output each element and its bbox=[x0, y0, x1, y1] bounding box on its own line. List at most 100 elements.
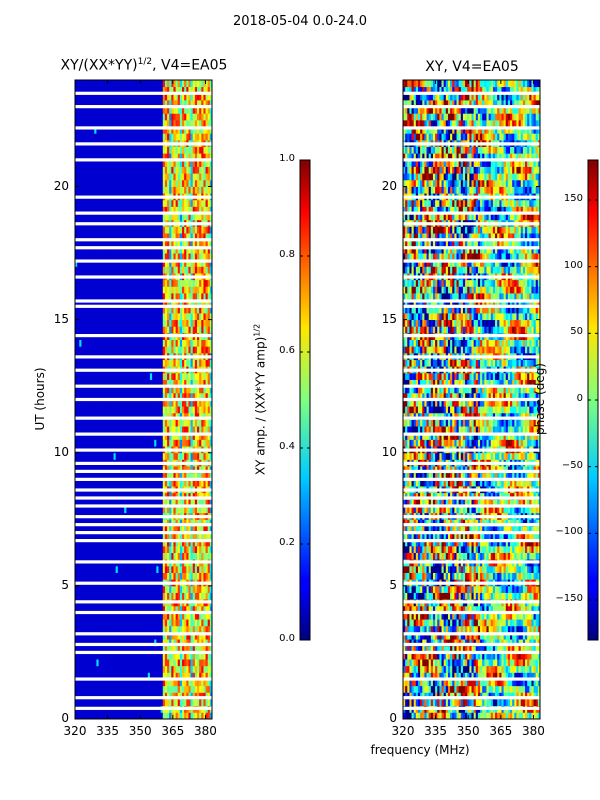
heatmap-cell bbox=[92, 619, 95, 627]
heatmap-cell bbox=[130, 479, 134, 487]
heatmap-cell bbox=[132, 565, 136, 573]
heatmap-cell bbox=[173, 605, 177, 613]
heatmap-cell bbox=[132, 545, 136, 553]
heatmap-cell bbox=[164, 532, 168, 540]
heatmap-cell bbox=[85, 612, 89, 620]
heatmap-cell bbox=[158, 685, 162, 693]
heatmap-cell bbox=[137, 619, 140, 627]
heatmap-cell bbox=[145, 665, 149, 673]
heatmap-cell bbox=[190, 572, 194, 580]
heatmap-cell bbox=[130, 685, 134, 693]
heatmap-cell bbox=[85, 712, 89, 720]
heatmap-cell bbox=[107, 619, 110, 627]
heatmap-cell bbox=[209, 679, 213, 687]
heatmap-cell bbox=[75, 632, 78, 640]
heatmap-cell bbox=[109, 506, 112, 514]
heatmap-cell bbox=[130, 645, 134, 653]
heatmap-cell bbox=[119, 499, 123, 507]
heatmap-cell bbox=[164, 605, 168, 613]
heatmap-cell bbox=[201, 672, 204, 680]
heatmap-cell bbox=[145, 585, 149, 593]
heatmap-cell bbox=[115, 665, 119, 673]
heatmap-cell bbox=[203, 659, 206, 667]
heatmap-cell bbox=[175, 659, 179, 667]
heatmap-cell bbox=[197, 619, 200, 627]
heatmap-cell bbox=[190, 499, 194, 507]
heatmap-cell bbox=[192, 572, 196, 580]
heatmap-cell bbox=[87, 506, 91, 514]
heatmap-cell bbox=[182, 652, 185, 660]
heatmap-cell bbox=[167, 679, 170, 687]
heatmap-cell bbox=[137, 659, 140, 667]
heatmap-cell bbox=[201, 659, 204, 667]
heatmap-cell bbox=[141, 499, 144, 507]
heatmap-cell bbox=[134, 479, 138, 487]
heatmap-cell bbox=[130, 545, 134, 553]
heatmap-cell bbox=[81, 685, 84, 693]
heatmap-cell bbox=[190, 712, 194, 720]
heatmap-cell bbox=[134, 692, 138, 700]
heatmap-cell bbox=[207, 685, 211, 693]
heatmap-cell bbox=[104, 645, 108, 653]
heatmap-cell bbox=[81, 665, 84, 673]
heatmap-cell bbox=[137, 652, 140, 660]
heatmap-cell bbox=[87, 645, 91, 653]
heatmap-cell bbox=[94, 565, 97, 573]
heatmap-cell bbox=[87, 492, 91, 500]
heatmap-cell bbox=[192, 659, 196, 667]
heatmap-cell bbox=[117, 645, 121, 653]
heatmap-cell bbox=[111, 552, 114, 560]
heatmap-cell bbox=[203, 645, 206, 653]
heatmap-cell bbox=[122, 652, 125, 660]
heatmap-cell bbox=[111, 605, 114, 613]
heatmap-cell bbox=[81, 692, 84, 700]
heatmap-cell bbox=[143, 652, 147, 660]
heatmap-cell bbox=[87, 619, 91, 627]
heatmap-cell bbox=[83, 506, 87, 514]
heatmap-cell bbox=[122, 679, 125, 687]
heatmap-cell bbox=[81, 659, 84, 667]
heatmap-cell bbox=[117, 639, 121, 647]
heatmap-cell bbox=[113, 565, 117, 573]
heatmap-cell bbox=[199, 632, 202, 640]
heatmap-cell bbox=[107, 712, 110, 720]
heatmap-cell bbox=[100, 545, 104, 553]
heatmap-cell bbox=[94, 612, 97, 620]
heatmap-cell bbox=[109, 625, 112, 633]
heatmap-cell bbox=[184, 612, 187, 620]
heatmap-cell bbox=[194, 605, 198, 613]
heatmap-cell bbox=[177, 499, 181, 507]
heatmap-cell bbox=[75, 692, 78, 700]
heatmap-cell bbox=[147, 539, 151, 547]
heatmap-cell bbox=[137, 605, 140, 613]
heatmap-cell bbox=[186, 625, 189, 633]
heatmap-cell bbox=[96, 565, 99, 573]
heatmap-cell bbox=[158, 545, 162, 553]
heatmap-cell bbox=[98, 592, 102, 600]
heatmap-cell bbox=[149, 506, 153, 514]
heatmap-cell bbox=[164, 685, 168, 693]
heatmap-cell bbox=[141, 506, 144, 514]
heatmap-cell bbox=[199, 585, 202, 593]
heatmap-cell bbox=[209, 552, 213, 560]
heatmap-cell bbox=[128, 506, 132, 514]
heatmap-cell bbox=[209, 632, 213, 640]
heatmap-cell bbox=[190, 619, 194, 627]
heatmap-cell bbox=[169, 659, 172, 667]
heatmap-cell bbox=[113, 605, 117, 613]
heatmap-cell bbox=[143, 712, 147, 720]
heatmap-cell bbox=[117, 699, 121, 707]
heatmap-cell bbox=[182, 492, 185, 500]
heatmap-cell bbox=[137, 592, 140, 600]
heatmap-cell bbox=[128, 639, 132, 647]
heatmap-cell bbox=[192, 665, 196, 673]
heatmap-cell bbox=[137, 552, 140, 560]
heatmap-cell bbox=[100, 539, 104, 547]
heatmap-cell bbox=[199, 659, 202, 667]
heatmap-cell bbox=[179, 659, 183, 667]
heatmap-cell bbox=[115, 712, 119, 720]
heatmap-cell bbox=[122, 712, 125, 720]
heatmap-cell bbox=[137, 665, 140, 673]
heatmap-cell bbox=[199, 519, 202, 527]
heatmap-cell bbox=[92, 665, 95, 673]
